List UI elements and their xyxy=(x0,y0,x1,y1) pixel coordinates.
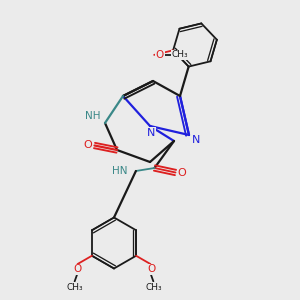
Text: HN: HN xyxy=(112,166,128,176)
Text: O: O xyxy=(178,167,187,178)
Text: CH₃: CH₃ xyxy=(171,50,188,59)
Text: O: O xyxy=(83,140,92,151)
Text: CH₃: CH₃ xyxy=(66,283,83,292)
Text: NH: NH xyxy=(85,111,100,122)
Text: N: N xyxy=(191,135,200,146)
Text: O: O xyxy=(74,264,82,274)
Text: O: O xyxy=(155,50,164,60)
Text: CH₃: CH₃ xyxy=(145,283,162,292)
Text: O: O xyxy=(148,264,156,274)
Text: N: N xyxy=(147,128,155,138)
